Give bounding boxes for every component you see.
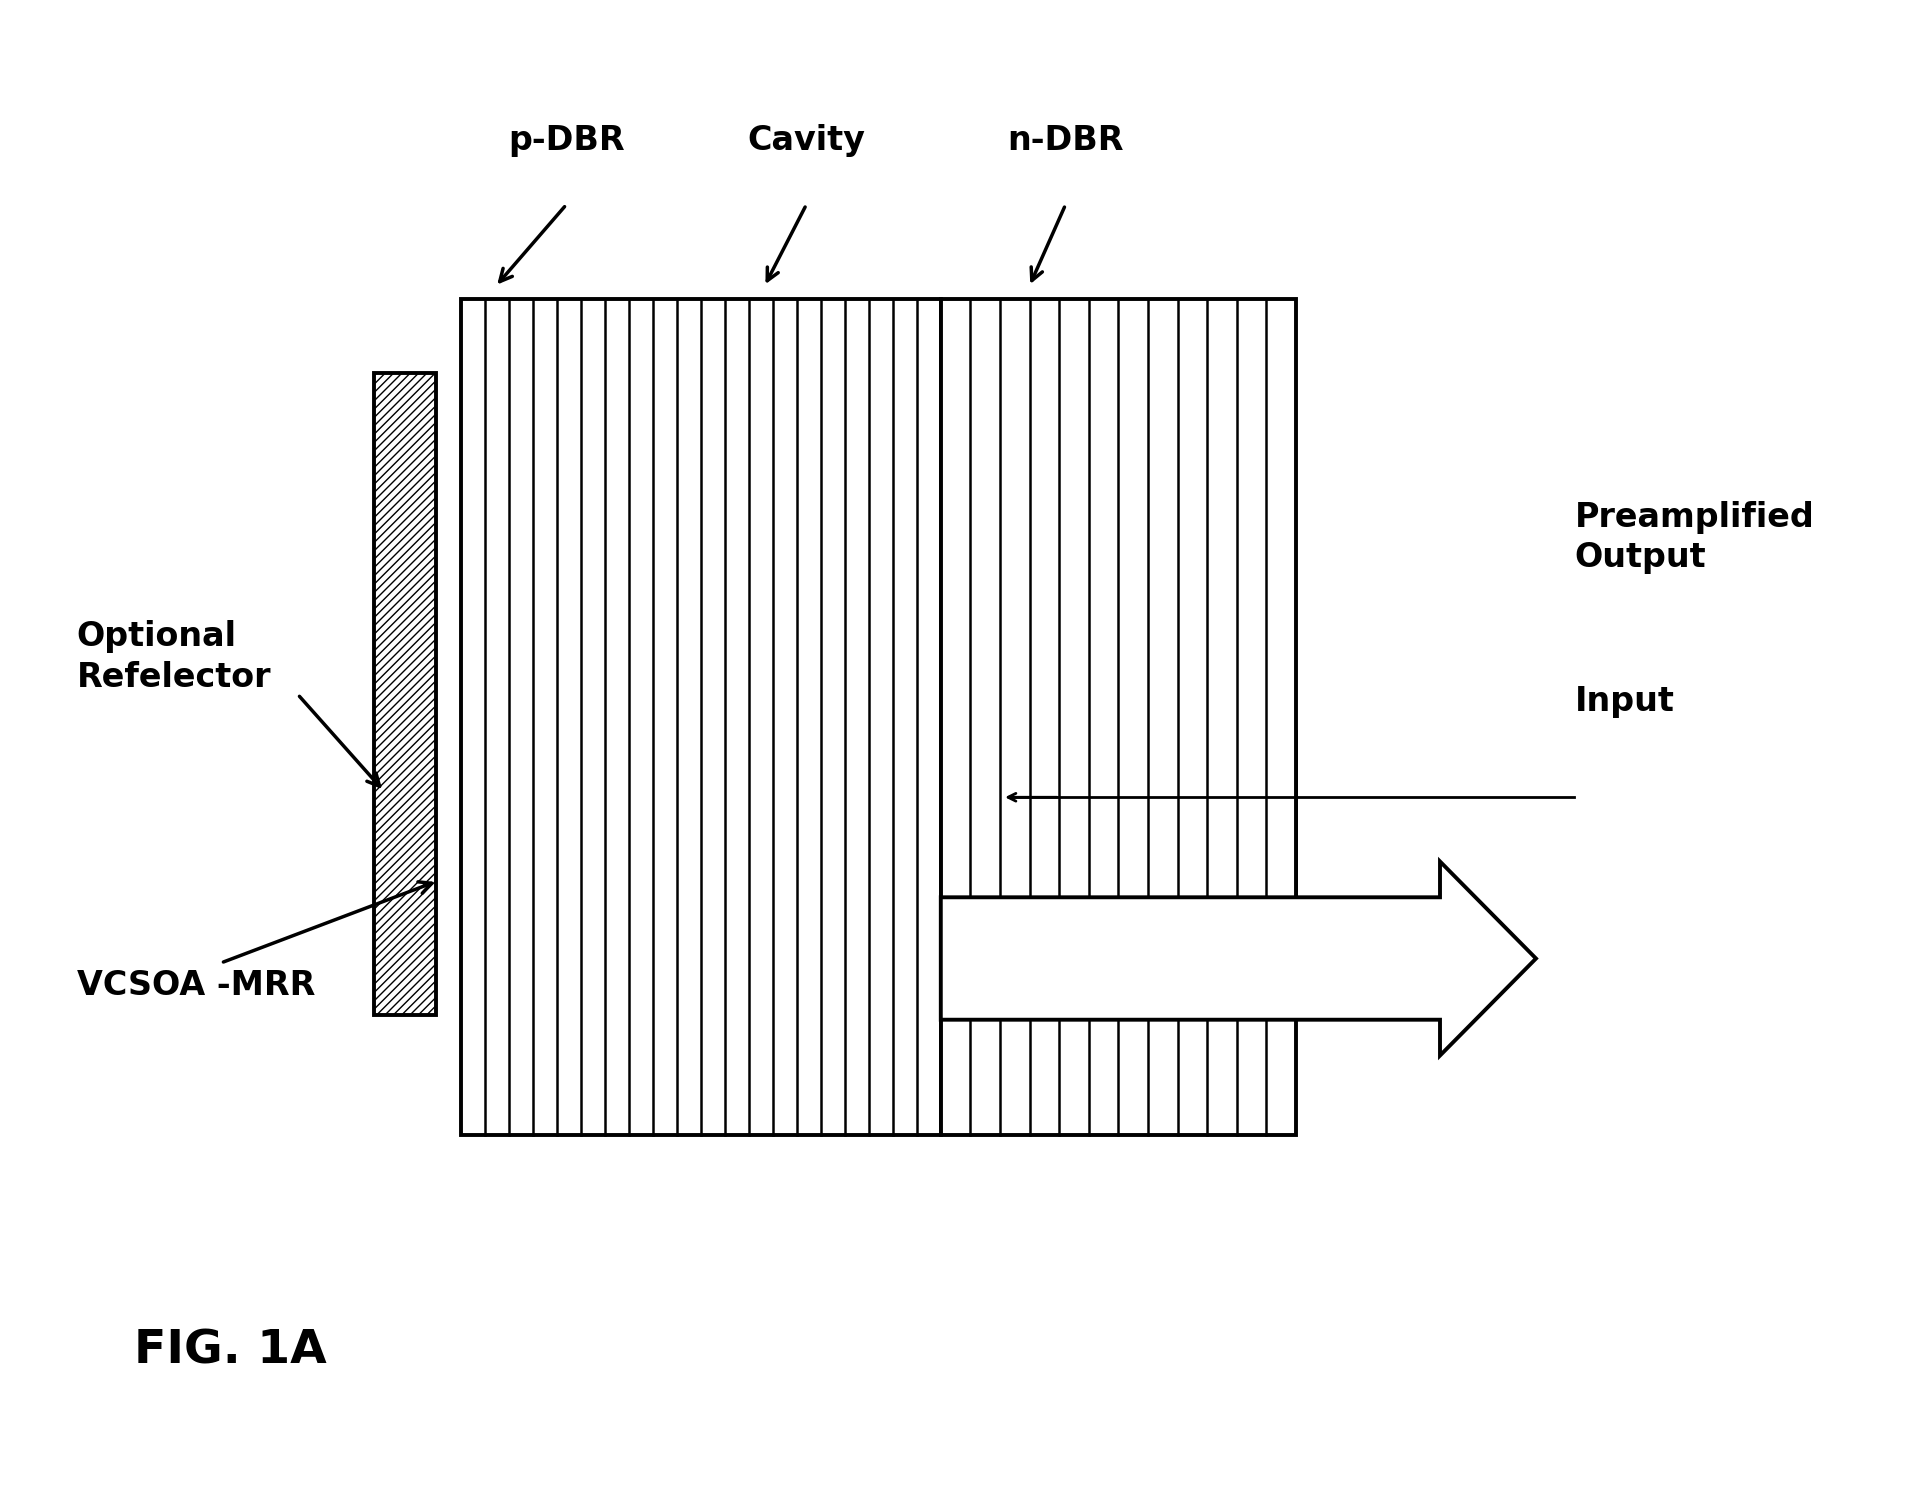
Polygon shape [941,861,1536,1056]
Bar [461,299,941,1135]
Text: p-DBR: p-DBR [509,124,624,157]
Bar [941,299,1296,903]
Text: VCSOA -MRR: VCSOA -MRR [77,969,315,1002]
Text: Preamplified
Output: Preamplified Output [1574,500,1814,575]
Text: Optional
Refelector: Optional Refelector [77,620,271,694]
Bar [374,373,436,1015]
Text: n-DBR: n-DBR [1008,124,1123,157]
Text: FIG. 1A: FIG. 1A [134,1329,326,1374]
Text: Input: Input [1574,685,1674,718]
Text: Cavity: Cavity [747,124,866,157]
Bar [941,732,1296,1135]
